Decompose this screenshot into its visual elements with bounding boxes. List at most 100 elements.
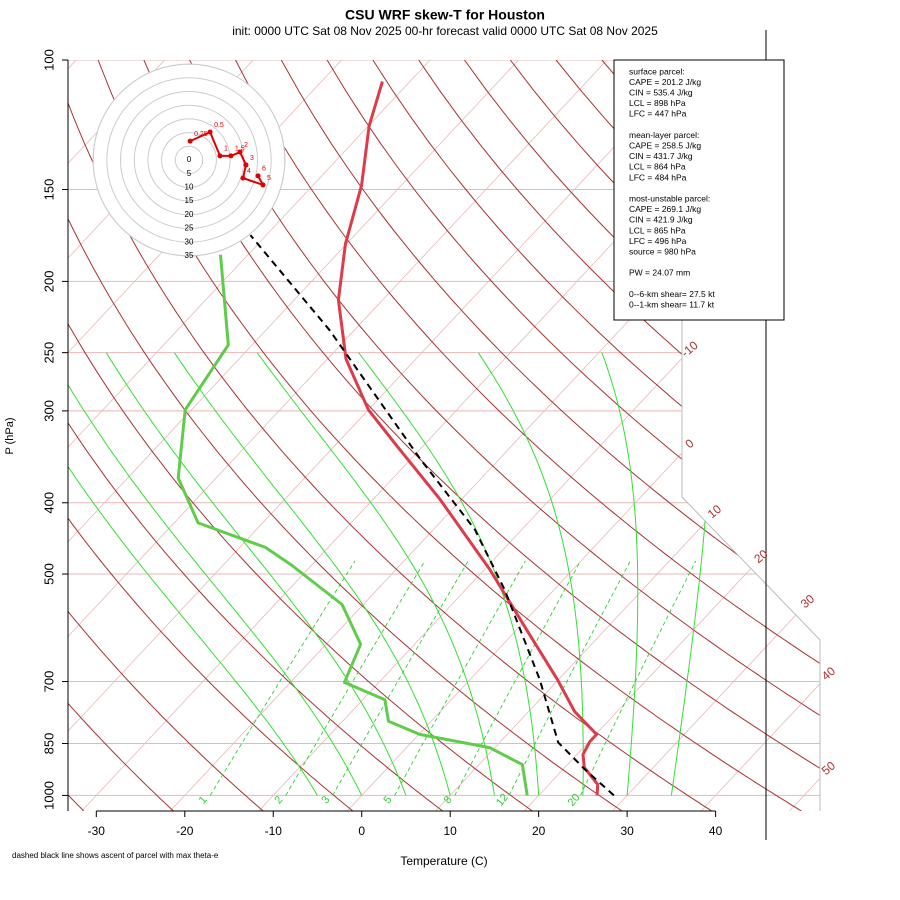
x-tick-label: -20 [176,824,194,838]
info-text: LFC = 496 hPa [629,236,687,246]
x-tick-label: 30 [620,824,634,838]
hodograph-ring-label: 10 [185,183,194,192]
mixing-ratio-line [454,560,581,796]
y-tick-label: 300 [41,400,56,422]
isotherm-label: 20 [751,547,770,567]
isotherm [68,60,696,811]
info-text: CIN = 535.4 J/kg [629,87,693,97]
chart-title: CSU WRF skew-T for Houston [345,7,545,23]
hodograph-label: 6 [262,166,266,173]
dry-adiabat [68,60,174,811]
mixing-ratio-label: 20 [566,792,583,809]
isotherm [700,60,820,811]
isotherm-label: 0 [682,436,696,451]
y-tick-label: 150 [41,179,56,201]
moist-adiabat [601,352,639,796]
moist-adiabat [256,352,495,796]
hodograph-ring-label: 0 [187,155,192,164]
x-tick-label: 10 [444,824,458,838]
dry-adiabat [784,60,820,811]
y-tick-label: 850 [41,733,56,755]
hodograph-ring [174,145,204,175]
mixing-ratio-line [579,560,697,796]
hodograph-point [260,182,266,188]
hodograph-label: 0.5 [214,122,224,129]
hodograph-label: 4 [247,168,251,175]
info-text: CAPE = 269.1 J/kg [629,204,701,214]
info-text: LFC = 484 hPa [629,172,687,182]
hodograph-label: 0.25 [194,131,208,138]
hodograph-ring-label: 15 [185,196,194,205]
isotherm-label: 30 [798,591,817,611]
info-text: CAPE = 258.5 J/kg [629,140,701,150]
y-tick-label: 250 [41,342,56,364]
hodograph-ring [147,118,231,202]
moist-adiabat [105,352,407,796]
y-tick-label: 400 [41,492,56,514]
dry-adiabat [235,60,820,811]
hodograph-point [243,162,249,168]
profile-line [336,81,600,796]
hodograph-ring [120,91,258,229]
info-text: LCL = 898 hPa [629,98,686,108]
hodograph-label: 1 [224,146,228,153]
moist-adiabat [68,352,363,796]
dry-adiabat [68,60,533,811]
dry-adiabat [143,60,820,811]
info-text: CAPE = 201.2 J/kg [629,77,701,87]
hodograph-ring [161,132,217,188]
hodograph-point [240,175,246,181]
hodograph-ring [106,77,272,243]
hodograph-label: 3 [250,155,254,162]
hodograph-point [207,129,213,135]
isotherm [68,60,519,811]
footnote: dashed black line shows ascent of parcel… [12,851,219,860]
x-tick-label: -10 [265,824,283,838]
mixing-ratio-line [285,560,426,796]
mixing-ratio-line [508,560,631,796]
x-tick-label: 20 [532,824,546,838]
info-text: CIN = 421.9 J/kg [629,215,693,225]
dry-adiabat [68,60,354,811]
hodograph-point [228,153,234,159]
profile-line [176,254,529,796]
x-axis-label: Temperature (C) [400,854,487,868]
y-tick-label: 700 [41,671,56,693]
y-axis-label: P (hPa) [4,417,16,454]
hodograph-point [237,149,243,155]
mixing-ratio-line [332,560,469,796]
info-text: PW = 24.07 mm [629,268,690,278]
isotherm [612,60,820,811]
hodograph-label: 2 [244,142,248,149]
info-text: LCL = 864 hPa [629,162,686,172]
info-text: mean-layer parcel: [629,130,699,140]
profile-line [249,234,615,797]
dry-adiabat [68,60,623,811]
isotherm [523,60,820,811]
hodograph-point [255,173,261,179]
x-tick-label: 0 [358,824,365,838]
dry-adiabat [189,60,820,811]
chart-subtitle: init: 0000 UTC Sat 08 Nov 2025 00-hr for… [232,24,658,38]
dry-adiabat [68,60,712,811]
info-text: CIN = 431.7 J/kg [629,151,693,161]
x-tick-label: 40 [709,824,723,838]
x-tick-label: -30 [88,824,106,838]
info-text: LCL = 865 hPa [629,225,686,235]
y-tick-label: 200 [41,271,56,293]
isotherm [68,60,431,811]
isotherm-label: 50 [819,758,838,778]
dry-adiabat [68,60,264,811]
info-text: 0--6-km shear= 27.5 kt [629,289,715,299]
y-tick-label: 100 [41,49,56,71]
hodograph-ring [92,63,286,257]
isotherm [68,60,608,811]
dry-adiabat [326,60,820,811]
info-text: source = 980 hPa [629,246,696,256]
dry-adiabat [68,60,443,811]
info-text: most-unstable parcel: [629,193,710,203]
hodograph-ring-label: 20 [185,210,194,219]
moist-adiabat [173,352,451,796]
